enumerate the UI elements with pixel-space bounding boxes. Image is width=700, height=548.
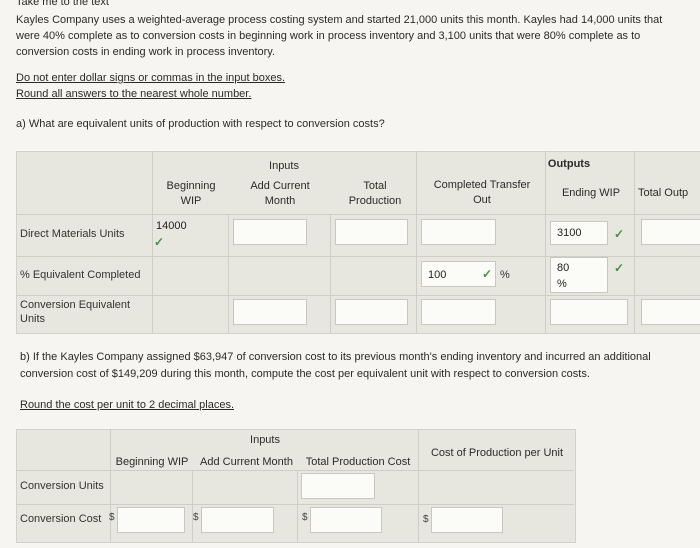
currency-symbol: $ bbox=[109, 512, 115, 523]
pct-ending-wip-input[interactable]: 80 % bbox=[550, 257, 608, 293]
row-label-conversion-cost: Conversion Cost bbox=[20, 513, 102, 525]
check-icon: ✓ bbox=[154, 235, 165, 249]
ceu-add-current-input[interactable] bbox=[233, 299, 307, 325]
outputs-group-header: Outputs bbox=[547, 158, 591, 170]
units-total-production-input[interactable] bbox=[301, 473, 375, 499]
dm-add-current-input[interactable] bbox=[233, 219, 307, 245]
dm-completed-transfer-input[interactable] bbox=[421, 219, 496, 245]
col-header-ending-wip: Ending WIP bbox=[561, 187, 621, 199]
instruction-no-dollar-signs: Do not enter dollar signs or commas in t… bbox=[16, 72, 286, 84]
col-header-cost-per-unit: Cost of Production per Unit bbox=[430, 447, 564, 459]
pct-completed-transfer-unit: % bbox=[500, 269, 510, 281]
dm-total-output-input[interactable] bbox=[641, 219, 700, 245]
dm-total-production-input[interactable] bbox=[335, 219, 408, 245]
row-label-conversion-units: Conversion Units bbox=[20, 480, 104, 492]
col-header-total-production-cost: Total Production Cost bbox=[305, 456, 411, 468]
check-icon: ✓ bbox=[614, 261, 625, 275]
question-b-line1: b) If the Kayles Company assigned $63,94… bbox=[20, 351, 651, 363]
question-b-line2: conversion cost of $149,209 during this … bbox=[20, 368, 590, 380]
cost-beginning-wip-input[interactable] bbox=[117, 507, 185, 533]
ceu-ending-wip-input[interactable] bbox=[550, 299, 628, 325]
cost-add-current-input[interactable] bbox=[201, 507, 274, 533]
col-header-beginning-wip-b: Beginning WIP bbox=[115, 456, 189, 468]
currency-symbol: $ bbox=[193, 512, 199, 523]
problem-text-line1: Kayles Company uses a weighted-average p… bbox=[16, 14, 663, 26]
col-header-total-production: Total Production bbox=[348, 180, 402, 207]
row-label-direct-materials: Direct Materials Units bbox=[20, 228, 125, 240]
question-a: a) What are equivalent units of producti… bbox=[16, 118, 385, 130]
col-header-add-current-month: Add Current Month bbox=[250, 180, 310, 207]
row-label-pct-equivalent: % Equivalent Completed bbox=[20, 269, 141, 281]
col-header-total-output: Total Outp bbox=[638, 187, 689, 199]
dm-ending-wip-input[interactable]: 3100 bbox=[550, 221, 608, 245]
ceu-total-output-input[interactable] bbox=[641, 299, 700, 325]
col-header-add-current-month-b: Add Current Month bbox=[200, 456, 293, 468]
row-label-conversion-equivalent: Conversion Equivalent Units bbox=[20, 299, 131, 325]
check-icon: ✓ bbox=[614, 227, 625, 241]
dm-beginning-wip-value: 14000 bbox=[156, 220, 187, 232]
ceu-completed-transfer-input[interactable] bbox=[421, 299, 496, 325]
instruction-round: Round all answers to the nearest whole n… bbox=[16, 88, 252, 100]
col-header-completed-transfer-out: Completed Transfer Out bbox=[433, 179, 531, 206]
inputs-group-header: Inputs bbox=[269, 160, 299, 172]
inputs-group-header-b: Inputs bbox=[250, 434, 280, 446]
currency-symbol: $ bbox=[423, 514, 429, 525]
pct-completed-transfer-input[interactable]: 100 bbox=[421, 261, 496, 287]
check-icon: ✓ bbox=[482, 267, 493, 281]
problem-text-line3: conversion costs in ending work in proce… bbox=[16, 46, 276, 58]
col-header-beginning-wip: Beginning WIP bbox=[166, 180, 216, 207]
ceu-total-production-input[interactable] bbox=[335, 299, 408, 325]
instruction-round-cost: Round the cost per unit to 2 decimal pla… bbox=[20, 399, 235, 411]
cost-total-production-input[interactable] bbox=[310, 507, 382, 533]
take-me-to-text-link[interactable]: Take me to the text bbox=[16, 0, 109, 8]
cost-per-unit-input[interactable] bbox=[431, 507, 503, 533]
currency-symbol: $ bbox=[302, 512, 308, 523]
problem-text-line2: were 40% complete as to conversion costs… bbox=[16, 30, 641, 42]
